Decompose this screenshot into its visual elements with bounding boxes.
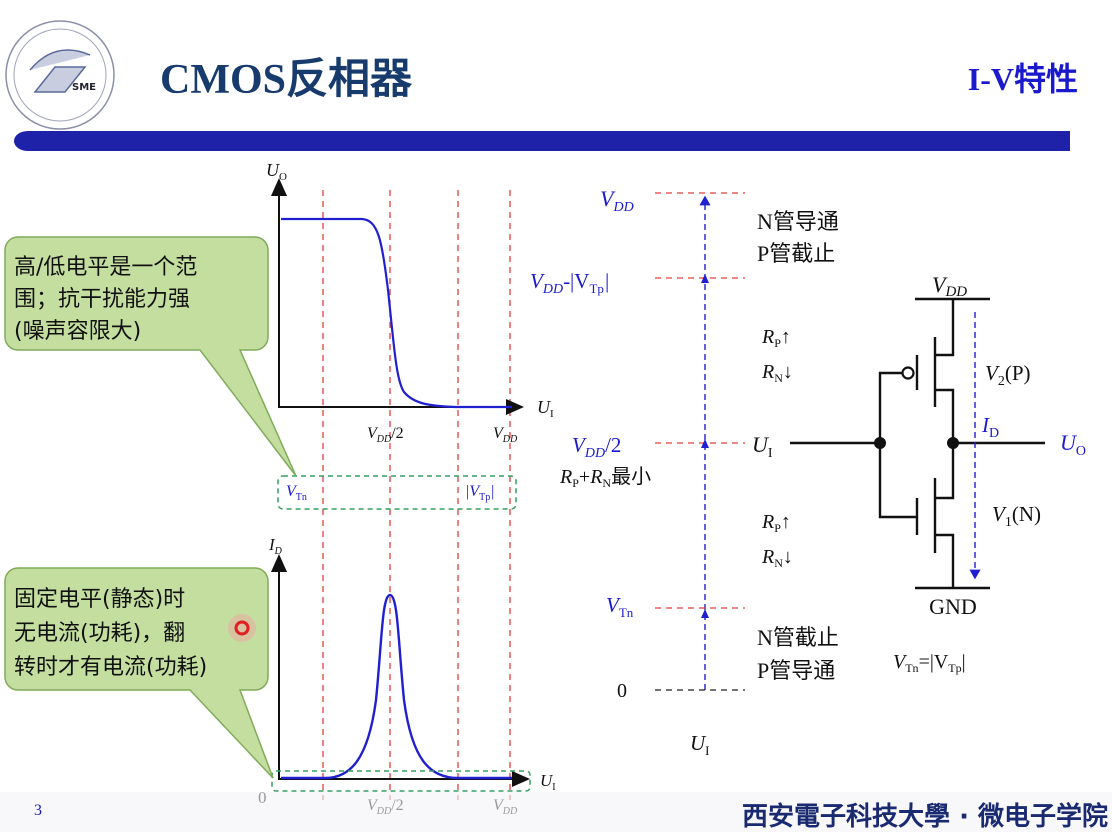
pmos-gate-bubble [901, 366, 915, 380]
y-axis-label: ID [268, 535, 283, 557]
rp-up: RP↑ [761, 326, 791, 350]
state-text: P管截止 [757, 241, 835, 266]
scale-vtn: VTn [606, 593, 634, 620]
header-bar [14, 131, 1070, 151]
y-axis-label: UO [266, 160, 287, 183]
scale-vdd: VDD [600, 186, 634, 215]
pointer-highlight [228, 614, 256, 642]
tick-vdd-half: VDD/2 [367, 425, 404, 445]
circuit-current: ID [981, 413, 999, 441]
page-number: 3 [34, 802, 42, 819]
id-curve [281, 593, 512, 780]
footer-institution: 西安電子科技大學 · 微电子学院 [742, 801, 1108, 832]
scale-axis-label: UI [690, 731, 710, 758]
callout-line: 固定电平(静态)时 [14, 587, 185, 612]
state-text: N管截止 [757, 625, 839, 650]
id-plot: ID UI 0 VDD/2 VDD [258, 535, 556, 817]
callout-line: 围；抗干扰能力强 [14, 287, 190, 312]
state-text: P管导通 [757, 658, 835, 683]
circuit-gnd: GND [929, 594, 977, 619]
university-logo: SME [5, 20, 115, 130]
rn-down: RN↓ [761, 546, 793, 570]
callout-line: 高/低电平是一个范 [14, 255, 197, 280]
callout-power: 固定电平(静态)时 无电流(功耗)，翻 转时才有电流(功耗) [4, 567, 274, 779]
vtn-label: VTn [286, 483, 307, 503]
scale-vdd-minus-vtp: VDD-|VTp| [530, 269, 610, 297]
input-voltage-scale: VDD VDD-|VTp| VDD/2 VTn 0 UI N管导通 P管截止 N… [530, 186, 839, 758]
callout-line: 转时才有电流(功耗) [14, 655, 207, 680]
circuit-vdd: VDD [932, 272, 967, 300]
circuit-input: UI [752, 432, 773, 461]
zero-current-box [271, 770, 531, 792]
vtc-curve [281, 217, 512, 409]
scale-vdd-half: VDD/2 [572, 433, 621, 461]
callout-line: (噪声容限大) [14, 319, 141, 344]
pmos-label: V2(P) [985, 361, 1031, 389]
x-axis-label: UI [540, 771, 556, 793]
rn-down: RN↓ [761, 361, 793, 385]
page-title: CMOS反相器 [160, 56, 413, 103]
x-axis-label: UI [537, 397, 554, 420]
callout-line: 无电流(功耗)，翻 [14, 621, 185, 646]
scale-zero: 0 [617, 680, 627, 702]
rp-up: RP↑ [761, 511, 791, 535]
threshold-box [277, 475, 517, 510]
tick-vdd: VDD [493, 425, 518, 445]
threshold-guide-lines [322, 190, 511, 800]
callout-noise-margin: 高/低电平是一个范 围；抗干扰能力强 (噪声容限大) [4, 236, 297, 477]
nmos-label: V1(N) [992, 502, 1041, 530]
min-resistance-text: RP+RN最小 [559, 464, 651, 490]
cmos-inverter-circuit: VDD GND UI UO ID V2(P) V1(N) VTn=|VTp| [752, 272, 1086, 675]
circuit-output: UO [1060, 430, 1086, 459]
section-subtitle: I-V特性 [968, 61, 1078, 97]
threshold-condition: VTn=|VTp| [893, 651, 966, 675]
vtp-label: |VTp| [465, 483, 495, 503]
state-text: N管导通 [757, 209, 839, 234]
logo-sme-text: SME [72, 82, 96, 93]
